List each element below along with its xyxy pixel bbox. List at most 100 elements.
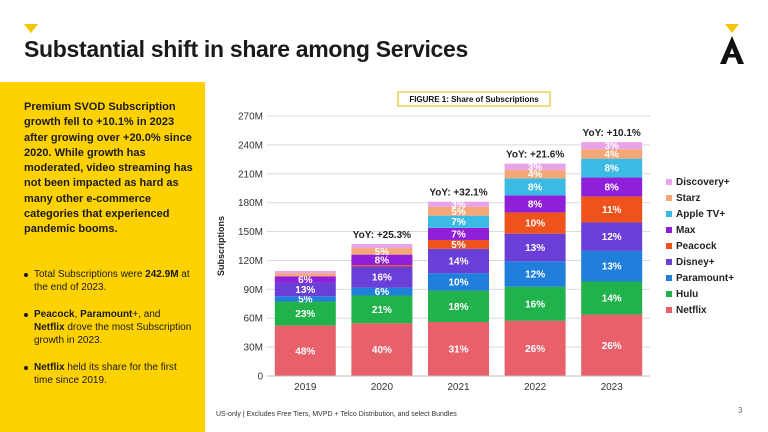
legend-entry: Apple TV+ <box>676 209 725 220</box>
bar-segment <box>274 325 336 376</box>
legend-entry: Disney+ <box>676 257 715 268</box>
figure-title: FIGURE 1: Share of Subscriptions <box>409 95 539 104</box>
legend-swatch <box>666 275 672 281</box>
bar-segment <box>504 178 566 196</box>
x-tick-label: 2022 <box>524 382 547 393</box>
segment-label: 13% <box>602 262 622 273</box>
bar-segment <box>351 295 413 324</box>
segment-label: 10% <box>448 277 468 288</box>
logo-icon <box>720 24 744 64</box>
segment-label: 13% <box>295 285 315 296</box>
bar-segment <box>581 142 643 150</box>
y-tick-label: 270M <box>238 112 263 123</box>
y-tick-label: 0 <box>257 372 263 383</box>
legend-entry: Max <box>676 225 696 236</box>
segment-label: 5% <box>451 240 466 251</box>
bar-segment <box>581 177 643 197</box>
x-tick-label: 2019 <box>294 382 317 393</box>
bar-segment <box>504 195 566 213</box>
sidebar-bullets: Total Subscriptions were 242.9M at the e… <box>24 268 193 387</box>
segment-label: 12% <box>602 232 622 243</box>
bar-segment <box>428 321 489 376</box>
segment-label: 8% <box>604 182 619 193</box>
bar-segment <box>351 265 413 267</box>
segment-label: 26% <box>602 341 622 352</box>
bar-segment <box>274 273 336 277</box>
legend-entry: Starz <box>676 193 700 204</box>
bar-segment <box>581 250 643 282</box>
legend-swatch <box>666 291 672 297</box>
segment-label: 16% <box>372 273 392 284</box>
y-tick-label: 60M <box>244 314 263 325</box>
page-title: Substantial shift in share among Service… <box>24 36 469 62</box>
segment-label: 8% <box>375 255 390 266</box>
bar-segment <box>581 281 643 315</box>
bar-segment <box>351 248 413 255</box>
segment-label: 8% <box>528 182 543 193</box>
segment-label: 16% <box>525 299 545 310</box>
bar-segment <box>274 282 336 297</box>
segment-label: 6% <box>375 287 390 298</box>
bar-segment <box>504 286 566 321</box>
segment-label: 5% <box>375 247 390 258</box>
segment-label: 7% <box>451 217 466 228</box>
bar-segment <box>274 296 336 302</box>
page-number: 3 <box>738 406 743 415</box>
bar-segment <box>504 163 566 170</box>
yoy-annotation: YoY: +10.1% <box>583 128 641 139</box>
legend-swatch <box>666 211 672 217</box>
segment-label: 5% <box>298 294 313 305</box>
segment-label: 40% <box>372 345 392 356</box>
legend-entry: Hulu <box>676 289 698 300</box>
bar-segment <box>351 244 413 249</box>
y-tick-label: 120M <box>238 256 263 267</box>
segment-label: 31% <box>448 344 468 355</box>
segment-label: 8% <box>604 164 619 175</box>
segment-label: 7% <box>451 229 466 240</box>
bar-segment <box>581 158 643 178</box>
corner-triangle-accent <box>24 24 38 33</box>
segment-label: 4% <box>604 149 619 160</box>
x-tick-label: 2020 <box>371 382 394 393</box>
segment-label: 10% <box>525 219 545 230</box>
segment-label: 12% <box>525 270 545 281</box>
legend-swatch <box>666 227 672 233</box>
legend-swatch <box>666 307 672 313</box>
segment-label: 8% <box>528 199 543 210</box>
segment-label: 13% <box>525 243 545 254</box>
bar-segment <box>274 276 336 283</box>
bar-segment <box>504 233 566 262</box>
bar-segment <box>351 323 413 376</box>
sidebar-panel: Premium SVOD Subscription growth fell to… <box>0 82 205 432</box>
bar-segment <box>351 254 413 266</box>
bullet-netflix-share: Netflix held its share for the first tim… <box>24 361 193 387</box>
bar-segment <box>428 227 489 241</box>
segment-label: 3% <box>604 141 619 152</box>
legend-entry: Paramount+ <box>676 273 734 284</box>
footnote: US-only | Excludes Free Tiers, MVPD + Te… <box>216 411 457 418</box>
segment-label: 4% <box>528 170 543 181</box>
bar-segment <box>581 222 643 251</box>
segment-label: 26% <box>525 344 545 355</box>
bar-segment <box>581 149 643 159</box>
bar-segment <box>428 201 489 207</box>
segment-label: 48% <box>295 346 315 357</box>
bar-segment <box>351 287 413 296</box>
legend-swatch <box>666 243 672 249</box>
legend-entry: Netflix <box>676 305 707 316</box>
bar-segment <box>428 290 489 322</box>
segment-label: 21% <box>372 305 392 316</box>
segment-label: 5% <box>451 207 466 218</box>
segment-label: 11% <box>602 205 622 216</box>
segment-label: 14% <box>448 256 468 267</box>
bar-segment <box>428 240 489 249</box>
bar-segment <box>351 266 413 288</box>
bullet-growth-drivers: Peacock, Paramount+, and Netflix drove t… <box>24 308 193 347</box>
y-tick-label: 240M <box>238 140 263 151</box>
bar-segment <box>504 320 566 376</box>
y-tick-label: 90M <box>244 285 263 296</box>
sidebar-intro: Premium SVOD Subscription growth fell to… <box>24 101 193 236</box>
yoy-annotation: YoY: +25.3% <box>353 230 411 241</box>
y-axis-label: Subscriptions <box>216 216 226 276</box>
yoy-annotation: YoY: +21.6% <box>506 150 564 161</box>
